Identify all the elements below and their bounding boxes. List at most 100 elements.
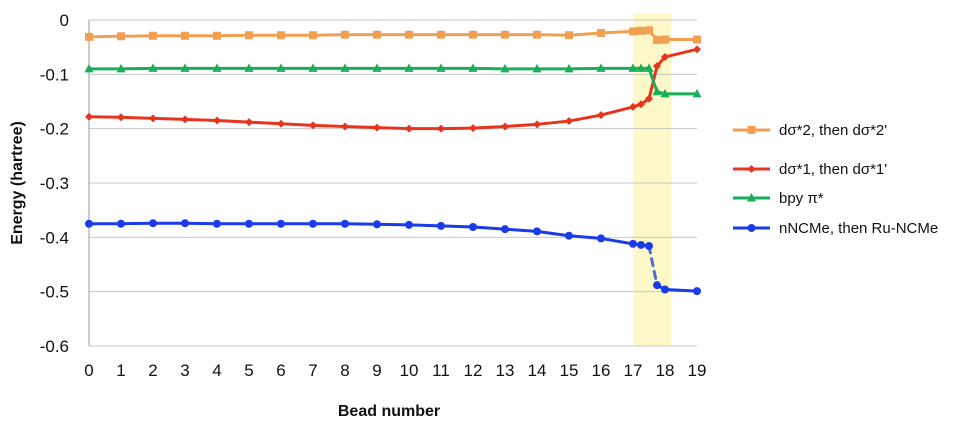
series-line-segment (647, 66, 659, 94)
series-line-segment (647, 244, 659, 287)
series-line-segment (343, 124, 379, 130)
y-tick-label: -0.3 (40, 174, 69, 193)
data-point (149, 219, 157, 228)
series-line-segment (535, 119, 571, 126)
data-point (117, 113, 125, 122)
data-point (652, 86, 662, 96)
data-point (437, 124, 445, 133)
legend-swatch-marker (747, 193, 756, 202)
data-point (277, 219, 285, 228)
data-point (277, 119, 285, 128)
legend-item: nNCMe, then Ru-NCMe (733, 220, 938, 237)
y-axis-title: Energy (hartree) (9, 121, 26, 245)
data-point (84, 63, 94, 73)
legend-label: nNCMe, then Ru-NCMe (779, 220, 938, 237)
data-point (213, 219, 221, 228)
data-point (597, 234, 605, 243)
series-line-segment (119, 221, 155, 226)
series-4 (85, 219, 701, 296)
series-2 (85, 45, 701, 133)
data-point (149, 114, 157, 123)
data-point (373, 220, 381, 229)
highlight-layer (633, 14, 672, 346)
legend-item: dσ*2, then dσ*2' (733, 122, 887, 139)
data-point (693, 45, 701, 54)
data-point (653, 62, 661, 71)
data-point (468, 63, 478, 72)
data-point (309, 219, 317, 228)
series-line-segment (311, 33, 347, 37)
series-line-segment (183, 221, 219, 226)
legend-label: dσ*2, then dσ*2' (779, 122, 887, 139)
x-tick-label: 5 (244, 361, 253, 380)
series-line-segment (119, 115, 155, 120)
data-point (596, 63, 606, 72)
series-line-segment (567, 31, 603, 37)
data-point (309, 31, 317, 40)
data-point (405, 124, 413, 133)
data-point (181, 31, 189, 40)
data-point (437, 30, 445, 39)
legend: dσ*2, then dσ*2' dσ*1, then dσ*1' bpy π* nN… (733, 122, 938, 237)
data-point (85, 32, 93, 41)
x-tick-label: 19 (688, 361, 707, 380)
x-tick-label: 1 (116, 361, 125, 380)
series-line-segment (663, 287, 699, 293)
data-point (277, 31, 285, 40)
data-point (469, 223, 477, 232)
series-line-segment (599, 236, 635, 246)
data-point (693, 287, 701, 296)
series-line-segment (503, 227, 539, 233)
data-point (693, 35, 701, 44)
data-point (564, 63, 574, 73)
x-tick-label: 2 (148, 361, 157, 380)
data-point (661, 35, 669, 44)
data-point (245, 219, 253, 228)
data-point (308, 63, 318, 72)
data-point (373, 30, 381, 39)
data-point (501, 225, 509, 234)
x-tick-label: 9 (372, 361, 381, 380)
series-line-segment (119, 66, 155, 71)
x-tick-label: 3 (180, 361, 189, 380)
data-point (309, 121, 317, 130)
y-tick-label: -0.1 (40, 65, 69, 84)
data-point (116, 63, 126, 73)
series-3 (84, 63, 702, 98)
x-tick-label: 0 (84, 361, 93, 380)
x-tick-label: 13 (496, 361, 515, 380)
data-point (341, 30, 349, 39)
series-line-segment (247, 120, 283, 126)
data-point (437, 221, 445, 230)
y-tick-label: 0 (60, 11, 69, 30)
data-point (372, 63, 382, 72)
x-tick-label: 17 (624, 361, 643, 380)
data-point (532, 63, 542, 73)
series-line-segment (151, 116, 187, 121)
data-point (653, 36, 661, 45)
data-point (181, 115, 189, 124)
data-point (245, 118, 253, 127)
x-tick-label: 7 (308, 361, 317, 380)
series-line-segment (215, 119, 251, 124)
x-tick-label: 15 (560, 361, 579, 380)
series-line-segment (183, 117, 219, 123)
data-point (597, 111, 605, 120)
y-tick-label: -0.2 (40, 120, 69, 139)
x-tick-label: 8 (340, 361, 349, 380)
data-point (645, 242, 653, 251)
series-line-segment (375, 126, 411, 131)
series-line-segment (439, 224, 475, 229)
series-line-segment (599, 29, 635, 35)
data-point (117, 219, 125, 228)
data-point (500, 63, 510, 73)
series-line-segment (439, 126, 475, 131)
series-1 (85, 26, 701, 45)
data-point (565, 31, 573, 40)
data-point (660, 88, 670, 98)
data-point (373, 123, 381, 132)
data-point (276, 63, 286, 72)
series-line-segment (535, 229, 571, 238)
series-line-segment (663, 47, 699, 59)
